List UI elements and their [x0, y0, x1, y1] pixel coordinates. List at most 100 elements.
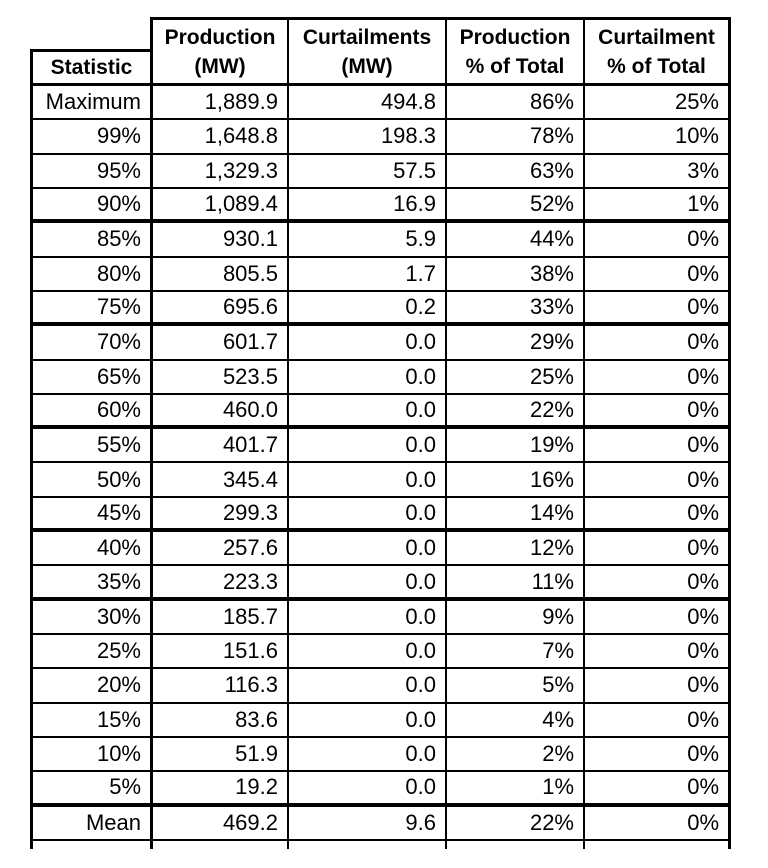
cell-curtailment-pct-of-total: 0% — [583, 772, 731, 807]
cell-curtailments-mw: 0.0 — [287, 463, 445, 498]
cell-curtailment-pct-of-total: 0% — [583, 360, 731, 395]
cell-curtailments-mw: 0.0 — [287, 600, 445, 635]
cell-curtailments-mw: 1.7 — [287, 257, 445, 292]
statistics-table: Statistic Production (MW) Curtailments (… — [30, 17, 731, 849]
cell-curtailments-mw: 0.0 — [287, 394, 445, 430]
header-curtailment-pct-of-total: Curtailment % of Total — [583, 17, 731, 86]
header-line2: (MW) — [341, 54, 393, 78]
cell-production-mw: 1,889.9 — [150, 86, 287, 121]
cell-production-pct-of-total: 86% — [445, 86, 583, 121]
cell-statistic: 45% — [30, 497, 150, 533]
cell-statistic: 30% — [30, 600, 150, 635]
cell-curtailments-mw: 0.2 — [287, 291, 445, 327]
header-line2: % of Total — [607, 54, 706, 78]
cell-curtailments-mw: 5.9 — [287, 223, 445, 258]
table-bottom-stub-col5 — [583, 840, 731, 849]
cell-statistic: 20% — [30, 669, 150, 704]
cell-curtailments-mw: 9.6 — [287, 806, 445, 841]
cell-curtailments-mw: 57.5 — [287, 154, 445, 189]
cell-statistic: Maximum — [30, 86, 150, 121]
cell-production-pct-of-total: 22% — [445, 394, 583, 430]
cell-statistic: 90% — [30, 188, 150, 224]
cell-production-mw: 1,648.8 — [150, 120, 287, 155]
cell-curtailment-pct-of-total: 0% — [583, 497, 731, 533]
cell-production-mw: 257.6 — [150, 532, 287, 567]
cell-curtailment-pct-of-total: 25% — [583, 86, 731, 121]
cell-statistic: 10% — [30, 737, 150, 773]
cell-curtailment-pct-of-total: 10% — [583, 120, 731, 155]
cell-statistic: 70% — [30, 326, 150, 361]
cell-curtailments-mw: 0.0 — [287, 669, 445, 704]
cell-production-pct-of-total: 4% — [445, 703, 583, 738]
cell-statistic: 75% — [30, 291, 150, 327]
cell-production-pct-of-total: 19% — [445, 429, 583, 464]
cell-statistic: 35% — [30, 566, 150, 601]
header-line1: Production — [459, 25, 571, 49]
cell-curtailments-mw: 0.0 — [287, 532, 445, 567]
cell-production-mw: 299.3 — [150, 497, 287, 533]
header-line1: Curtailment — [598, 25, 715, 49]
cell-statistic: 80% — [30, 257, 150, 292]
cell-curtailments-mw: 0.0 — [287, 497, 445, 533]
cell-curtailment-pct-of-total: 0% — [583, 326, 731, 361]
cell-production-pct-of-total: 52% — [445, 188, 583, 224]
header-corner: Statistic — [30, 17, 150, 86]
cell-statistic: 15% — [30, 703, 150, 738]
table-bottom-stub-col3 — [287, 840, 445, 849]
cell-production-pct-of-total: 9% — [445, 600, 583, 635]
cell-production-pct-of-total: 11% — [445, 566, 583, 601]
cell-production-mw: 1,089.4 — [150, 188, 287, 224]
cell-production-pct-of-total: 44% — [445, 223, 583, 258]
cell-curtailments-mw: 0.0 — [287, 772, 445, 807]
cell-curtailment-pct-of-total: 0% — [583, 703, 731, 738]
cell-production-mw: 51.9 — [150, 737, 287, 773]
cell-curtailments-mw: 0.0 — [287, 326, 445, 361]
cell-production-mw: 523.5 — [150, 360, 287, 395]
cell-production-mw: 83.6 — [150, 703, 287, 738]
cell-production-mw: 930.1 — [150, 223, 287, 258]
cell-curtailment-pct-of-total: 3% — [583, 154, 731, 189]
cell-curtailments-mw: 0.0 — [287, 360, 445, 395]
header-curtailments-mw: Curtailments (MW) — [287, 17, 445, 86]
cell-curtailment-pct-of-total: 0% — [583, 257, 731, 292]
cell-production-pct-of-total: 78% — [445, 120, 583, 155]
header-line1: Production — [164, 25, 276, 49]
cell-curtailment-pct-of-total: 0% — [583, 669, 731, 704]
table-bottom-stub-col4 — [445, 840, 583, 849]
header-production-pct-of-total: Production % of Total — [445, 17, 583, 86]
cell-production-mw: 460.0 — [150, 394, 287, 430]
cell-production-pct-of-total: 5% — [445, 669, 583, 704]
cell-curtailments-mw: 16.9 — [287, 188, 445, 224]
cell-production-pct-of-total: 25% — [445, 360, 583, 395]
header-production-mw: Production (MW) — [150, 17, 287, 86]
cell-production-pct-of-total: 22% — [445, 806, 583, 841]
cell-production-pct-of-total: 7% — [445, 635, 583, 670]
cell-curtailment-pct-of-total: 0% — [583, 532, 731, 567]
header-line1: Curtailments — [302, 25, 432, 49]
cell-production-mw: 1,329.3 — [150, 154, 287, 189]
cell-statistic: Mean — [30, 806, 150, 841]
cell-production-mw: 601.7 — [150, 326, 287, 361]
cell-curtailment-pct-of-total: 0% — [583, 635, 731, 670]
cell-statistic: 99% — [30, 120, 150, 155]
cell-curtailment-pct-of-total: 0% — [583, 463, 731, 498]
cell-curtailments-mw: 0.0 — [287, 635, 445, 670]
header-line2: (MW) — [194, 54, 246, 78]
cell-production-mw: 223.3 — [150, 566, 287, 601]
cell-production-pct-of-total: 14% — [445, 497, 583, 533]
cell-production-pct-of-total: 12% — [445, 532, 583, 567]
cell-curtailment-pct-of-total: 0% — [583, 600, 731, 635]
cell-curtailment-pct-of-total: 0% — [583, 566, 731, 601]
cell-production-mw: 469.2 — [150, 806, 287, 841]
cell-production-pct-of-total: 1% — [445, 772, 583, 807]
cell-curtailment-pct-of-total: 0% — [583, 429, 731, 464]
cell-curtailment-pct-of-total: 0% — [583, 737, 731, 773]
cell-production-mw: 345.4 — [150, 463, 287, 498]
cell-production-pct-of-total: 29% — [445, 326, 583, 361]
cell-statistic: 65% — [30, 360, 150, 395]
cell-production-mw: 401.7 — [150, 429, 287, 464]
header-statistic: Statistic — [30, 49, 150, 86]
cell-production-pct-of-total: 2% — [445, 737, 583, 773]
cell-production-mw: 151.6 — [150, 635, 287, 670]
cell-statistic: 95% — [30, 154, 150, 189]
